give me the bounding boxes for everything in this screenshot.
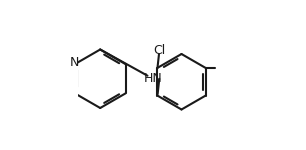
Text: Cl: Cl	[153, 44, 165, 57]
Text: HN: HN	[144, 72, 162, 84]
Text: N: N	[69, 56, 79, 69]
